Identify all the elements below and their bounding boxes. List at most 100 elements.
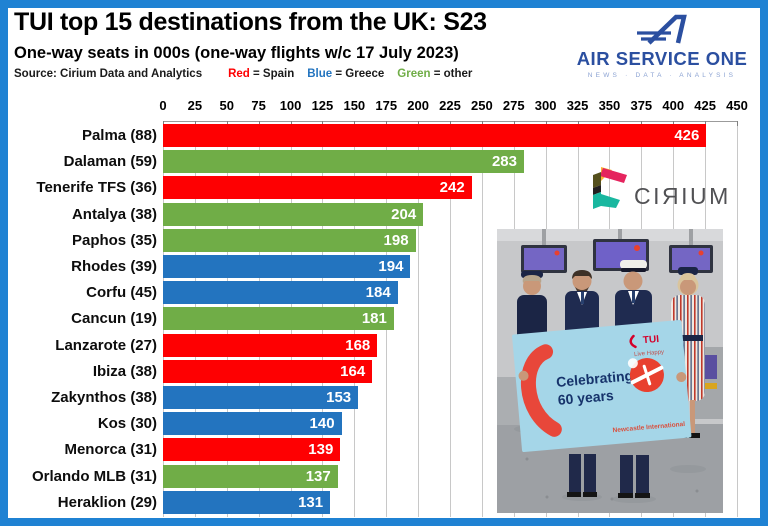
x-axis-tick-label: 425 — [694, 98, 716, 113]
legend-item: Blue = Greece — [307, 68, 384, 80]
cirium-logo: CIЯIUM — [590, 166, 731, 212]
gridline — [737, 121, 738, 517]
bar-value-label: 204 — [391, 205, 417, 223]
category-label: Ibiza (38) — [92, 362, 157, 380]
bar: 204 — [163, 202, 424, 226]
x-axis-tick-label: 0 — [159, 98, 167, 113]
bar: 181 — [163, 307, 394, 331]
x-axis-tick-label: 325 — [566, 98, 589, 113]
x-axis-tick-label: 125 — [311, 98, 334, 113]
category-label: Kos (30) — [97, 415, 157, 433]
sign-tui-sub: Live Happy — [634, 349, 664, 358]
legend-item: Green = other — [397, 68, 472, 80]
bar: 198 — [163, 228, 416, 252]
x-axis-tickmark — [513, 121, 515, 126]
legend-rest: = Spain — [249, 68, 295, 80]
legend-rest: = Greece — [332, 68, 385, 80]
legend-item: Red = Spain — [228, 68, 294, 80]
gridline — [418, 121, 420, 517]
bar-value-label: 131 — [298, 493, 324, 511]
x-axis-tick-label: 450 — [726, 98, 748, 113]
page-title: TUI top 15 destinations from the UK: S23 — [14, 8, 487, 36]
bar-value-label: 283 — [491, 153, 517, 171]
x-axis-tick-label: 50 — [219, 98, 234, 113]
bar: 184 — [163, 281, 398, 305]
x-axis-tick-label: 225 — [439, 98, 461, 113]
celebration-sign: Celebrating 60 years TUI Live Happy Newc… — [512, 319, 692, 453]
legend-color-word: Green — [397, 68, 431, 80]
bar: 131 — [163, 490, 331, 514]
x-axis-tickmark — [577, 121, 579, 126]
cirium-wordmark: CIЯIUM — [634, 183, 731, 209]
x-axis-tick-label: 150 — [343, 98, 366, 113]
bar: 168 — [163, 333, 378, 357]
gridline — [450, 121, 451, 517]
bar: 164 — [163, 359, 373, 383]
bar: 139 — [163, 438, 341, 462]
source-label: Source: Cirium Data and Analytics — [14, 68, 203, 80]
x-axis-tickmark — [737, 121, 738, 126]
cirium-icon — [593, 167, 627, 209]
bar: 242 — [163, 176, 472, 200]
x-axis-tick-label: 300 — [534, 98, 557, 113]
x-axis-tick-label: 250 — [471, 98, 493, 113]
x-axis-tickmark — [609, 121, 611, 126]
x-axis-tick-label: 350 — [598, 98, 621, 113]
x-axis-tick-label: 200 — [407, 98, 429, 113]
air-service-one-logo: AIR SERVICE ONE NEWS · DATA · ANALYSIS — [574, 12, 750, 79]
category-label: Antalya (38) — [71, 205, 157, 223]
bar: 140 — [163, 412, 342, 436]
sign-tui-brand: TUI — [642, 334, 659, 346]
chart-subtitle: One-way seats in 000s (one-way flights w… — [14, 44, 459, 62]
category-label: Cancun (19) — [71, 310, 157, 328]
x-axis-tick-label: 275 — [502, 98, 525, 113]
category-label: Corfu (45) — [86, 284, 157, 302]
x-axis-tickmark — [226, 121, 228, 126]
air-service-one-tagline: NEWS · DATA · ANALYSIS — [587, 72, 737, 79]
category-label: Lanzarote (27) — [55, 336, 157, 354]
category-label: Paphos (35) — [71, 231, 157, 249]
bar-value-label: 242 — [439, 179, 465, 197]
x-axis-tickmark — [354, 121, 356, 126]
category-label: Zakynthos (38) — [51, 389, 157, 406]
bar: 137 — [163, 464, 338, 488]
x-axis-tickmark — [450, 121, 451, 126]
x-axis-tickmark — [673, 121, 675, 126]
x-axis-tickmark — [545, 121, 547, 126]
bar-value-label: 153 — [326, 389, 352, 406]
x-axis-tickmark — [290, 121, 292, 126]
category-label: Heraklion (29) — [57, 493, 157, 511]
x-axis-tick-label: 400 — [662, 98, 685, 113]
bar-value-label: 184 — [365, 284, 391, 302]
category-label: Rhodes (39) — [71, 258, 157, 275]
x-axis-tickmark — [322, 121, 324, 126]
bar-value-label: 426 — [674, 127, 700, 144]
x-axis-tick-label: 75 — [251, 98, 266, 113]
x-axis-tickmark — [194, 121, 196, 126]
bar-value-label: 140 — [309, 415, 335, 433]
sign-text-line1: Celebrating — [556, 367, 634, 390]
x-axis-tick-label: 375 — [630, 98, 653, 113]
x-axis-tick-label: 100 — [279, 98, 302, 113]
bar: 426 — [163, 124, 707, 147]
x-axis-tickmark — [418, 121, 420, 126]
x-axis-tickmark — [641, 121, 643, 126]
legend-color-word: Blue — [307, 68, 333, 80]
sign-text-line2: 60 years — [557, 387, 614, 408]
bar: 283 — [163, 150, 524, 174]
bar: 194 — [163, 255, 411, 278]
bar-value-label: 198 — [383, 231, 409, 249]
source-and-legend-row: Source: Cirium Data and Analytics Red = … — [14, 68, 485, 80]
x-axis-tickmark — [258, 121, 260, 126]
bar-value-label: 139 — [308, 441, 334, 459]
chart-legend: Red = Spain Blue = Greece Green = other — [228, 68, 485, 80]
tui-crew-photo: Celebrating 60 years TUI Live Happy Newc… — [497, 229, 723, 513]
bar-value-label: 164 — [340, 362, 366, 380]
category-label: Palma (88) — [81, 127, 157, 144]
x-axis-tickmark — [705, 121, 707, 126]
bar-value-label: 194 — [378, 258, 404, 275]
x-axis-tick-label: 175 — [375, 98, 398, 113]
legend-rest: = other — [430, 68, 473, 80]
air-service-one-name: AIR SERVICE ONE — [576, 48, 748, 69]
